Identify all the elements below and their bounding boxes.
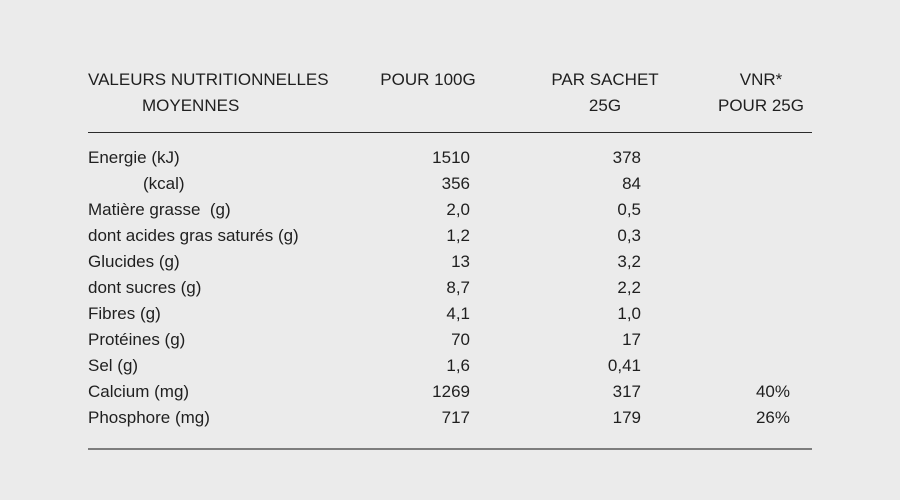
per-100g-value: 8,7: [446, 278, 470, 297]
per-sachet-value: 378: [612, 148, 641, 167]
per-sachet-value: 84: [622, 174, 641, 193]
nutrient-label: Protéines (g): [88, 330, 186, 349]
header-row: VALEURS NUTRITIONNELLES MOYENNES POUR 10…: [88, 67, 812, 133]
table-row: (kcal) 356 84: [88, 171, 812, 197]
nutrient-label: Phosphore (mg): [88, 405, 356, 450]
table-row: Calcium (mg) 1269 317 40%: [88, 379, 812, 405]
vnr-value: [710, 171, 812, 197]
table-row: Matière grasse (g) 2,0 0,5: [88, 197, 812, 223]
column-header-vnr-line1: VNR*: [739, 70, 783, 89]
vnr-value: [710, 301, 812, 327]
per-sachet-value: 1,0: [617, 304, 641, 323]
per-100g-value: 1,2: [446, 226, 470, 245]
table-row: Glucides (g) 13 3,2: [88, 249, 812, 275]
column-header-per-sachet: PAR SACHET 25G: [500, 67, 710, 133]
table-row: Sel (g) 1,6 0,41: [88, 353, 812, 379]
vnr-value: [710, 249, 812, 275]
per-sachet-value: 179: [500, 405, 710, 450]
per-sachet-value: 17: [622, 330, 641, 349]
vnr-value: [710, 327, 812, 353]
table-body: Energie (kJ) 1510 378 (kcal) 356 84 Mati…: [88, 133, 812, 450]
per-100g-value: 1510: [432, 148, 470, 167]
per-sachet-value: 3,2: [617, 252, 641, 271]
per-sachet-value: 317: [612, 382, 641, 401]
vnr-value: 40%: [755, 382, 790, 401]
column-header-nutrients-line1: VALEURS NUTRITIONNELLES: [88, 70, 329, 89]
nutrient-label: dont sucres (g): [88, 278, 202, 297]
nutrition-table: VALEURS NUTRITIONNELLES MOYENNES POUR 10…: [88, 67, 812, 450]
table-row: dont acides gras saturés (g) 1,2 0,3: [88, 223, 812, 249]
per-100g-value: 356: [441, 174, 470, 193]
table-row: Phosphore (mg) 717 179 26%: [88, 405, 812, 450]
per-sachet-value: 0,3: [617, 226, 641, 245]
column-header-vnr: VNR* POUR 25G: [710, 67, 812, 133]
nutrient-label: Glucides (g): [88, 252, 180, 271]
column-header-nutrients-line2: MOYENNES: [142, 96, 240, 115]
per-sachet-value: 0,5: [617, 200, 641, 219]
column-header-nutrients: VALEURS NUTRITIONNELLES MOYENNES: [88, 67, 356, 133]
per-100g-value: 70: [451, 330, 470, 349]
per-sachet-value: 2,2: [617, 278, 641, 297]
table-row: Fibres (g) 4,1 1,0: [88, 301, 812, 327]
column-header-per-sachet-line1: PAR SACHET: [551, 70, 659, 89]
nutrient-label: dont acides gras saturés (g): [88, 226, 299, 245]
nutrient-label: Energie (kJ): [88, 148, 180, 167]
table-row: Protéines (g) 70 17: [88, 327, 812, 353]
nutrient-label: Fibres (g): [88, 304, 161, 323]
per-100g-value: 1,6: [446, 356, 470, 375]
vnr-value: [710, 353, 812, 379]
nutrient-label: Matière grasse (g): [88, 200, 231, 219]
column-header-per-100g-line1: POUR 100G: [380, 70, 476, 89]
column-header-vnr-line2: POUR 25G: [718, 96, 804, 115]
per-100g-value: 4,1: [446, 304, 470, 323]
nutrient-label: (kcal): [143, 174, 185, 193]
vnr-value: [710, 275, 812, 301]
vnr-value: [710, 223, 812, 249]
table-row: dont sucres (g) 8,7 2,2: [88, 275, 812, 301]
per-100g-value: 717: [356, 405, 500, 450]
per-sachet-value: 0,41: [607, 356, 641, 375]
vnr-value: 26%: [710, 405, 812, 450]
table-header: VALEURS NUTRITIONNELLES MOYENNES POUR 10…: [88, 67, 812, 133]
vnr-value: [710, 133, 812, 172]
per-100g-value: 1269: [432, 382, 470, 401]
nutrient-label: Calcium (mg): [88, 382, 190, 401]
nutrient-label: Sel (g): [88, 356, 139, 375]
per-100g-value: 13: [451, 252, 470, 271]
table-row: Energie (kJ) 1510 378: [88, 133, 812, 172]
per-100g-value: 2,0: [446, 200, 470, 219]
column-header-per-100g-line2: [356, 93, 500, 119]
column-header-per-sachet-line2: 25G: [588, 96, 622, 115]
column-header-per-100g: POUR 100G: [356, 67, 500, 133]
vnr-value: [710, 197, 812, 223]
